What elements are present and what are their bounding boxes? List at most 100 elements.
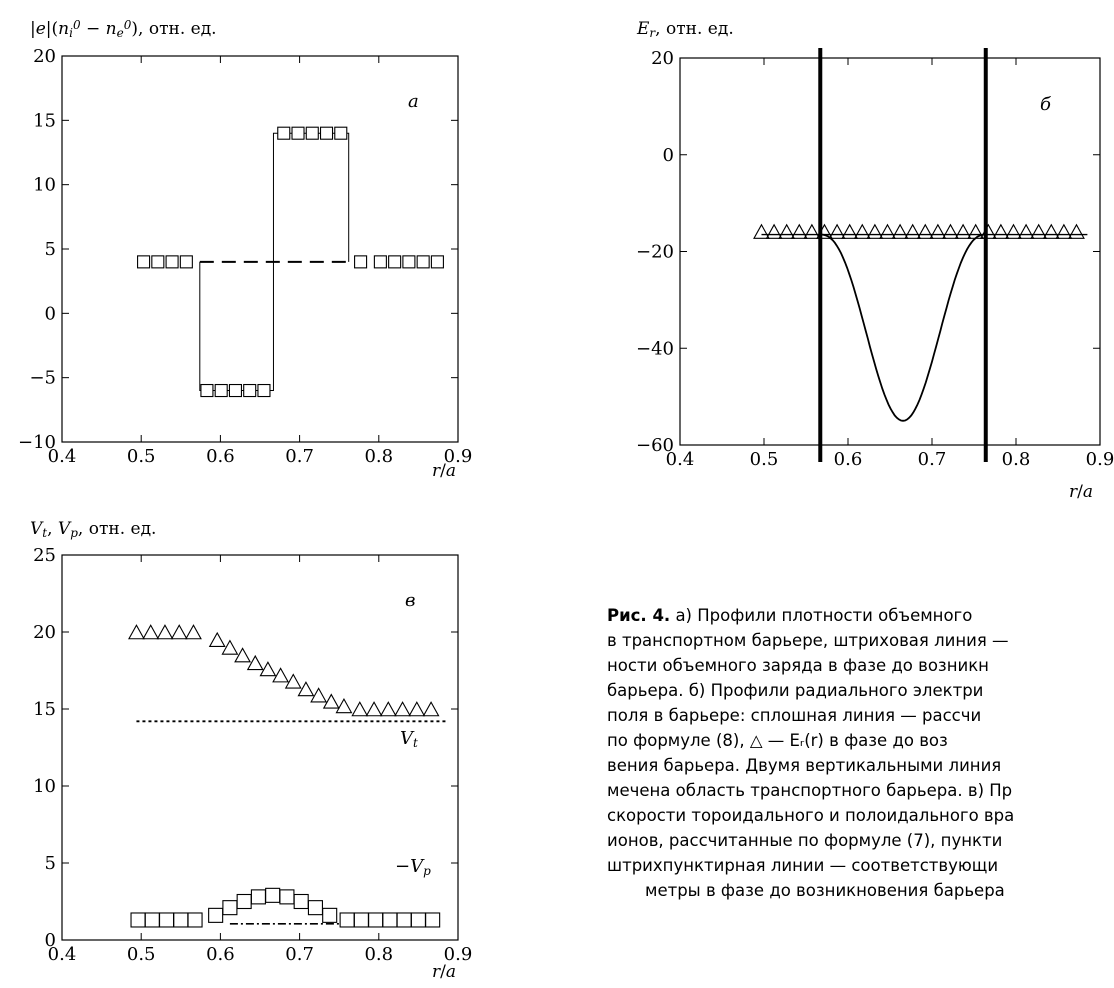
chart-v: 0.4 0.5 0.6 0.7 0.8 0.9 0 5 10 15 20 25 Vt, Vp, отн.… [30,519,472,982]
y-axis-label: |e|(ni0 − ne0), отн. ед. [30,18,217,40]
data-point-square [354,255,368,269]
x-tick-label: 0.6 [206,446,235,467]
plot-frame [679,57,1101,446]
figure-caption: Рис. 4. а) Профили плотности объемного в … [607,603,1114,943]
y-tick-label: 20 [651,48,674,69]
x-tick-label: 0.4 [666,449,695,470]
panel-letter: а [408,91,419,112]
y-tick-label: −5 [29,368,56,389]
caption-text: в транспортном барьере, штриховая линия … [607,631,1009,650]
panel-letter: в [405,590,415,611]
er-curve [820,233,986,422]
data-point-square [137,255,151,269]
y-tick-label: 5 [45,239,56,260]
data-point-square [396,912,412,928]
x-tick-label: 0.7 [285,446,314,467]
data-point-triangle [1055,223,1073,239]
series-label-vp: −Vp [395,856,431,878]
caption-line: ионов, рассчитанные по формуле (7), пунк… [607,828,1114,853]
data-point-square [228,383,242,398]
data-point-triangle [422,701,440,717]
y-tick-label: 10 [33,776,56,797]
caption-line: по формуле (8), △ — Eᵣ(r) в фазе до воз [607,728,1114,753]
caption-line: в транспортном барьере, штриховая линия … [607,628,1114,653]
data-point-triangle [142,624,160,640]
data-point-square [305,126,319,140]
x-tick-label: 0.5 [750,449,779,470]
data-point-square [144,912,160,928]
caption-text: поля в барьере: сплошная линия — рассчи [607,706,982,725]
data-point-triangle [1042,223,1060,239]
series-label-vt: Vt [400,728,418,750]
data-point-triangle [778,223,796,239]
data-point-triangle [208,631,226,648]
data-point-triangle [803,223,821,239]
data-point-triangle [170,624,188,640]
data-point-triangle [992,223,1010,239]
x-tick-label: 0.8 [1002,449,1031,470]
caption-line: Рис. 4. а) Профили плотности объемного [607,603,1114,628]
data-point-square [319,126,334,140]
y-tick-label: 20 [33,622,56,643]
data-point-triangle [904,223,922,239]
data-point-square [158,912,175,928]
data-point-square [322,907,338,923]
data-point-triangle [753,223,770,239]
panel-letter: б [1040,94,1052,115]
data-point-square [293,893,309,910]
data-point-square [410,912,426,928]
data-point-triangle [221,639,239,655]
caption-text: а) Профили плотности объемного [670,606,973,625]
chart-a: 0.4 0.5 0.6 0.7 0.8 0.9 −10 −5 0 5 10 15 20 |e|(ni0 −… [18,18,472,481]
y-tick-label: 5 [45,853,56,874]
data-point-triangle [1017,223,1035,239]
caption-text: скорости тороидального и полоидального в… [607,806,1015,825]
data-point-triangle [128,624,145,640]
data-point-square [307,900,323,916]
data-point-square [222,900,238,916]
data-point-square [257,383,271,398]
data-point-triangle [879,223,896,239]
caption-line: поля в барьере: сплошная линия — рассчи [607,703,1114,728]
caption-text: вения барьера. Двумя вертикальными линия [607,756,1002,775]
data-point-square [236,893,252,910]
data-point-square [187,912,203,928]
data-point-square [353,912,369,928]
data-point-square [279,889,295,905]
data-point-triangle [322,693,340,709]
x-axis-label: r/a [432,461,456,481]
x-axis-label: r/a [432,962,456,982]
data-point-triangle [866,223,884,239]
x-axis-label: r/a [1069,482,1093,502]
data-point-triangle [185,624,202,640]
data-point-square [334,126,348,140]
data-point-triangle [234,647,252,663]
data-point-triangle [916,223,934,239]
x-tick-label: 0.8 [364,944,393,965]
data-point-triangle [408,701,426,717]
data-point-triangle [284,673,302,689]
y-tick-label: 0 [45,930,56,951]
x-tick-label: 0.7 [285,944,314,965]
data-point-square [382,912,398,928]
y-tick-label: 25 [33,545,56,566]
data-point-triangle [259,661,277,677]
y-tick-label: −60 [636,435,674,456]
data-point-triangle [1005,223,1022,239]
data-point-square [151,255,165,269]
caption-line: ности объемного заряда в фазе до возникн [607,653,1114,678]
caption-text: штрихпунктирная линии — соответствующи [607,856,999,875]
caption-line: штрихпунктирная линии — соответствующи [607,853,1114,878]
chart-b: 0.4 0.5 0.6 0.7 0.8 0.9 −60 −40 −20 0 20 Er, отн. е… [636,19,1114,502]
x-tick-label: 0.9 [444,446,473,467]
data-point-square [250,889,266,905]
data-point-square [208,907,224,923]
data-point-square [388,255,402,269]
data-point-square [130,912,146,928]
caption-text: метры в фазе до возникновения барьера [645,881,1005,900]
y-tick-label: −10 [18,432,56,453]
data-point-square [277,126,291,140]
data-point-triangle [853,223,871,239]
y-tick-label: 0 [45,303,56,324]
caption-text: барьера. б) Профили радиального электри [607,681,984,700]
